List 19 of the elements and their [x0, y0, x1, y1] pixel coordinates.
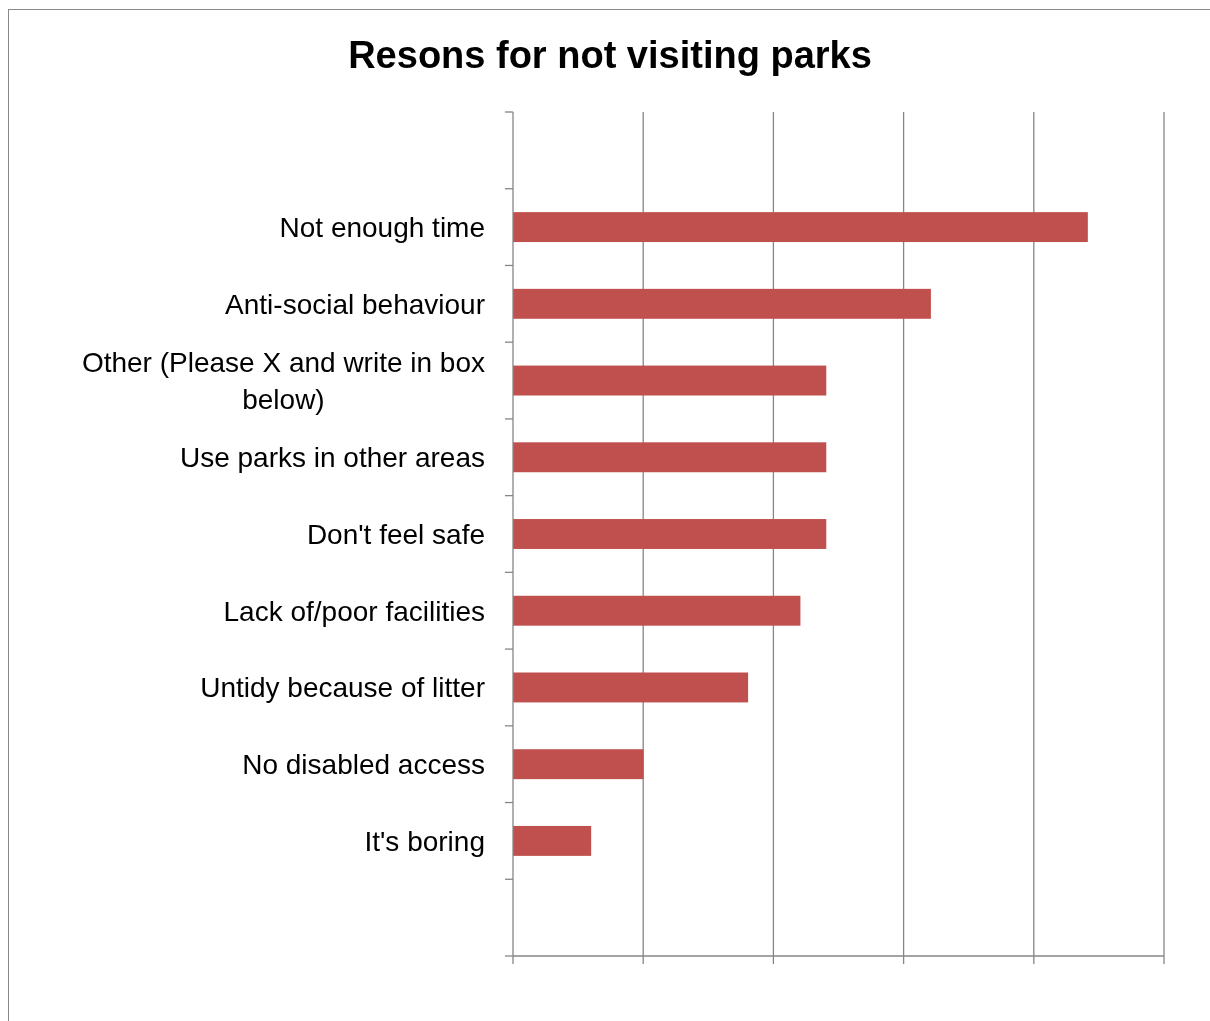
bar	[513, 749, 644, 780]
bar	[513, 672, 749, 703]
bar	[513, 212, 1088, 243]
y-tick-label: Lack of/poor facilities	[223, 595, 485, 627]
y-tick-label: It's boring	[364, 825, 485, 857]
y-tick-label: Untidy because of litter	[200, 672, 485, 704]
bar	[513, 595, 801, 626]
chart-title: Resons for not visiting parks	[348, 34, 872, 76]
bar	[513, 288, 931, 319]
y-tick-label: Anti-social behaviour	[225, 288, 485, 320]
y-tick-label: Other (Please X and write in box below)	[81, 347, 485, 415]
y-tick-label: Not enough time	[279, 211, 485, 243]
bar	[513, 825, 592, 856]
y-tick-label: No disabled access	[242, 748, 485, 780]
bar	[513, 442, 827, 473]
y-tick-label: Don't feel safe	[306, 518, 485, 550]
y-tick-label: Use parks in other areas	[179, 442, 485, 474]
bar	[513, 519, 827, 549]
bar	[513, 365, 827, 396]
